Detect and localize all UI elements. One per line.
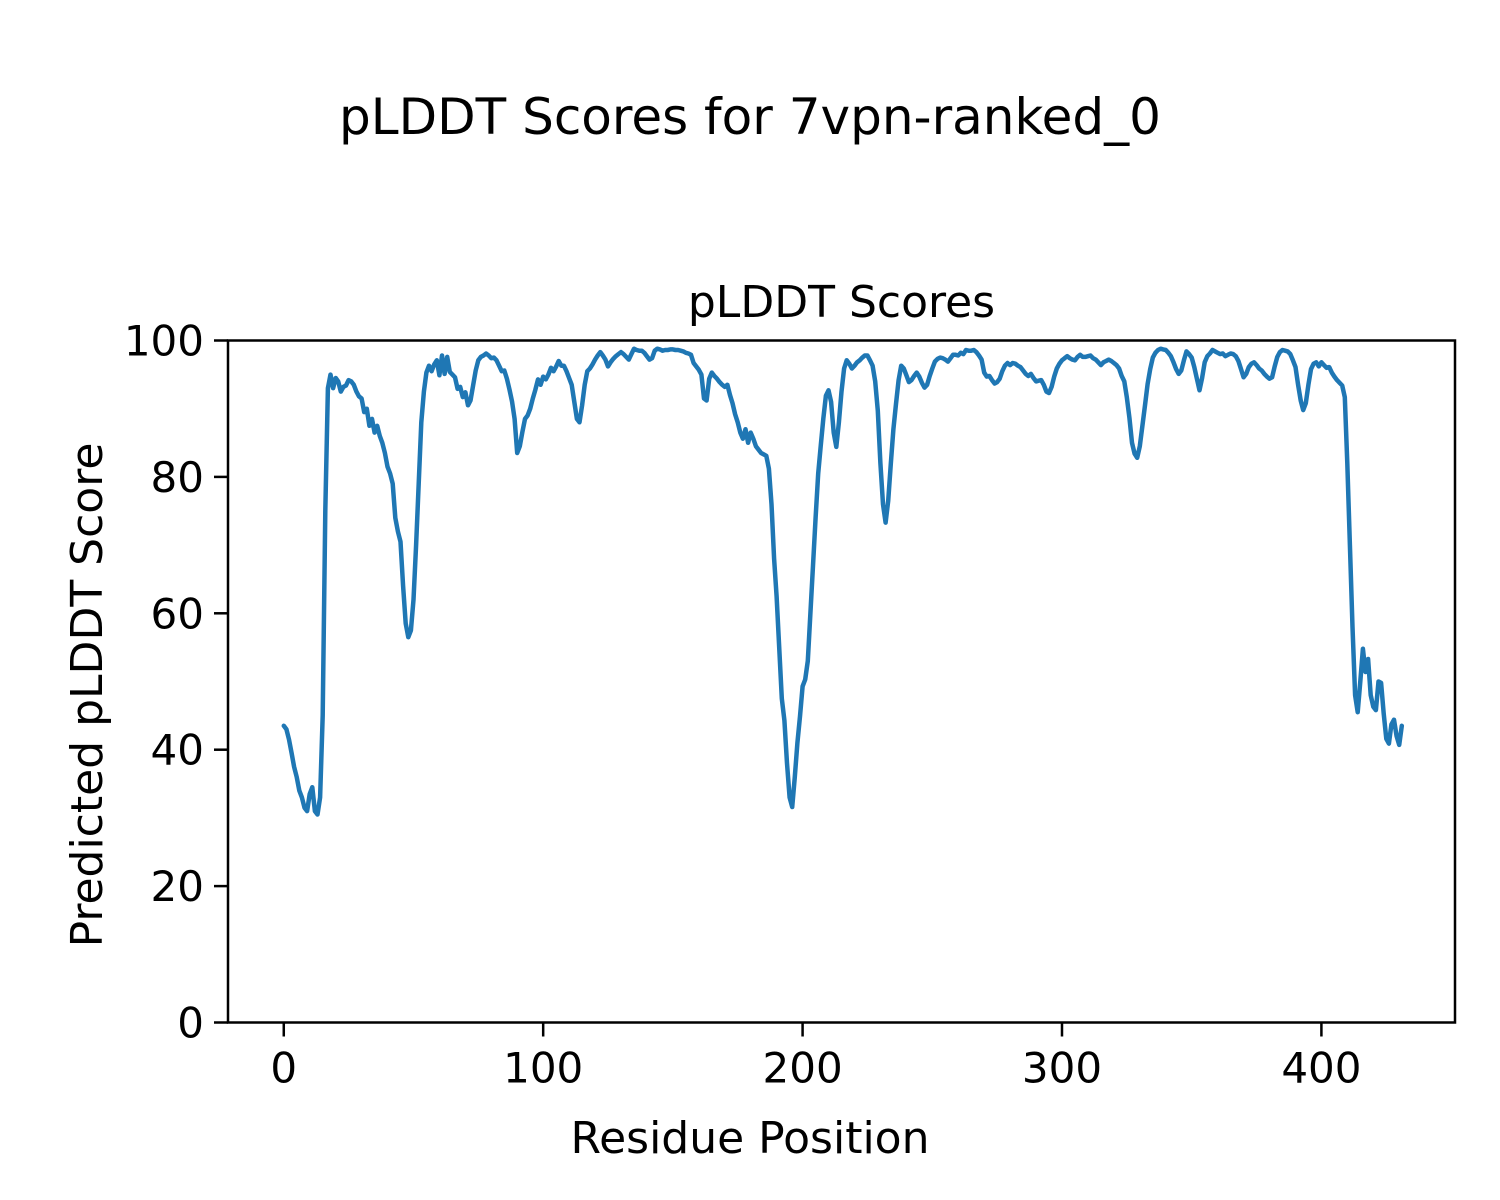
x-tick-label: 0	[270, 1044, 297, 1093]
y-tick-label: 100	[124, 317, 204, 366]
y-tick-label: 20	[151, 862, 204, 911]
x-tick-label: 200	[763, 1044, 843, 1093]
x-tick-label: 300	[1022, 1044, 1102, 1093]
y-axis-label: Predicted pLDDT Score	[62, 442, 113, 948]
plddt-line	[281, 346, 1405, 817]
y-tick-label: 80	[151, 453, 204, 502]
x-axis-label: Residue Position	[570, 1113, 930, 1164]
x-tick-label: 100	[503, 1044, 583, 1093]
x-tick-label: 400	[1281, 1044, 1361, 1093]
axes-title: pLDDT Scores	[687, 277, 996, 328]
axes-frame	[226, 339, 1457, 1024]
y-tick-label: 40	[151, 726, 204, 775]
y-tick-label: 60	[151, 589, 204, 638]
figure-title: pLDDT Scores for 7vpn-ranked_0	[339, 88, 1161, 146]
y-tick-label: 0	[177, 999, 204, 1048]
